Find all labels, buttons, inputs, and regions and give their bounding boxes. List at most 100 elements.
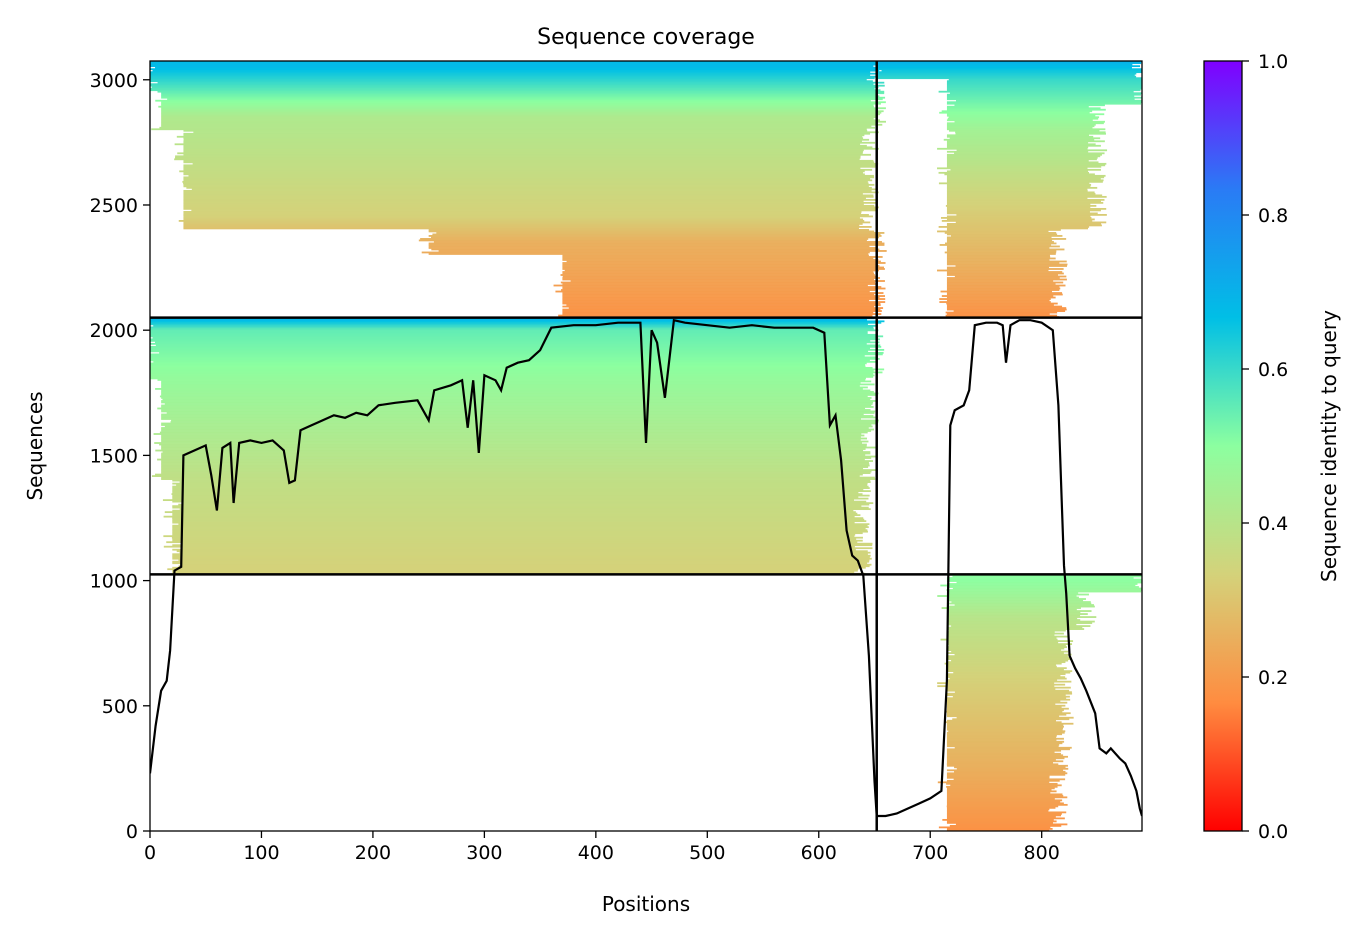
heatmap-row — [941, 295, 1054, 297]
heatmap-row — [150, 62, 879, 65]
heatmap-row — [161, 448, 866, 450]
heatmap-row — [946, 631, 1055, 633]
heatmap-row — [946, 158, 1097, 161]
heatmap-row — [150, 333, 877, 336]
heatmap-row — [179, 551, 871, 554]
heatmap-row — [178, 523, 870, 526]
heatmap-row — [150, 347, 871, 350]
heatmap-row — [183, 149, 864, 152]
heatmap-row — [161, 460, 874, 462]
heatmap-row — [150, 338, 880, 341]
heatmap-row — [944, 662, 1062, 665]
heatmap-row — [172, 512, 858, 515]
heatmap-row — [946, 80, 1142, 83]
heatmap-row — [157, 90, 885, 93]
heatmap-row — [161, 454, 866, 456]
heatmap-row — [946, 808, 1050, 811]
heatmap-row — [946, 656, 1070, 659]
heatmap-row — [946, 643, 1073, 645]
heatmap-row — [946, 655, 1068, 658]
y-tick-label: 2000 — [90, 320, 138, 342]
heatmap-row — [183, 200, 864, 203]
heatmap-row — [172, 505, 862, 508]
heatmap-row — [163, 515, 855, 518]
heatmap-row — [944, 251, 1057, 254]
heatmap-block — [150, 61, 887, 318]
heatmap-row — [946, 165, 1102, 168]
heatmap-row — [176, 550, 868, 553]
heatmap-row — [946, 283, 1056, 285]
heatmap-row — [946, 719, 1057, 722]
heatmap-row — [153, 360, 878, 363]
heatmap-row — [157, 379, 866, 381]
heatmap-row — [953, 671, 1071, 674]
heatmap-row — [946, 805, 1059, 808]
heatmap-row — [946, 617, 1078, 620]
heatmap-row — [183, 153, 872, 156]
heatmap-row — [418, 239, 867, 242]
heatmap-row — [946, 170, 1088, 173]
heatmap-row — [946, 694, 1066, 697]
heatmap-row — [161, 478, 876, 480]
heatmap-row — [946, 769, 1064, 772]
heatmap-row — [161, 424, 872, 426]
heatmap-row — [562, 259, 879, 261]
heatmap-row — [948, 676, 1066, 679]
heatmap-row — [150, 318, 868, 321]
heatmap-row — [562, 262, 886, 264]
heatmap-row — [179, 508, 871, 511]
heatmap-row — [946, 209, 1101, 212]
heatmap-row — [946, 725, 1064, 728]
heatmap-row — [181, 542, 873, 545]
heatmap-row — [183, 140, 862, 143]
heatmap-row — [432, 233, 881, 236]
heatmap-row — [161, 122, 876, 125]
plot-frame — [149, 60, 1143, 832]
y-tick-label: 0 — [126, 821, 138, 843]
x-tick-label: 500 — [689, 842, 725, 864]
heatmap-row — [941, 220, 1093, 222]
heatmap-row — [946, 135, 1094, 138]
heatmap-row — [183, 197, 866, 200]
heatmap-row — [172, 557, 872, 560]
heatmap-row — [946, 763, 1059, 766]
heatmap-row — [172, 532, 863, 535]
heatmap-row — [183, 165, 876, 168]
heatmap-row — [183, 215, 873, 218]
heatmap-row — [150, 356, 877, 359]
heatmap-row — [946, 192, 1096, 195]
heatmap-row — [180, 563, 872, 566]
heatmap-row — [183, 147, 879, 150]
heatmap-row — [946, 156, 1098, 159]
heatmap-row — [558, 314, 873, 317]
heatmap-row — [946, 709, 1064, 712]
heatmap-row — [946, 96, 1142, 99]
heatmap-row — [946, 583, 1138, 585]
heatmap-row — [183, 189, 872, 192]
heatmap-row — [150, 373, 874, 375]
heatmap-row — [150, 323, 868, 326]
heatmap-row — [183, 159, 874, 162]
heatmap-row — [161, 400, 876, 402]
heatmap-row — [946, 102, 1142, 105]
heatmap-row — [183, 223, 863, 225]
heatmap-row — [951, 659, 1069, 662]
heatmap-row — [946, 189, 1088, 192]
heatmap-row — [954, 275, 1067, 278]
colorbar-tick-label: 1.0 — [1258, 51, 1288, 73]
heatmap-row — [946, 608, 1077, 611]
heatmap-row — [946, 227, 1089, 230]
heatmap-row — [946, 180, 1103, 183]
heatmap-row — [949, 137, 1101, 140]
heatmap-row — [953, 310, 1066, 312]
heatmap-row — [946, 212, 1098, 215]
heatmap-row — [172, 524, 868, 527]
heatmap-row — [191, 188, 878, 191]
heatmap-row — [946, 188, 1088, 191]
heatmap-row — [161, 382, 861, 384]
heatmap-row — [951, 601, 1091, 603]
heatmap-row — [428, 235, 882, 237]
heatmap-row — [946, 274, 1059, 276]
heatmap-row — [946, 191, 1095, 194]
